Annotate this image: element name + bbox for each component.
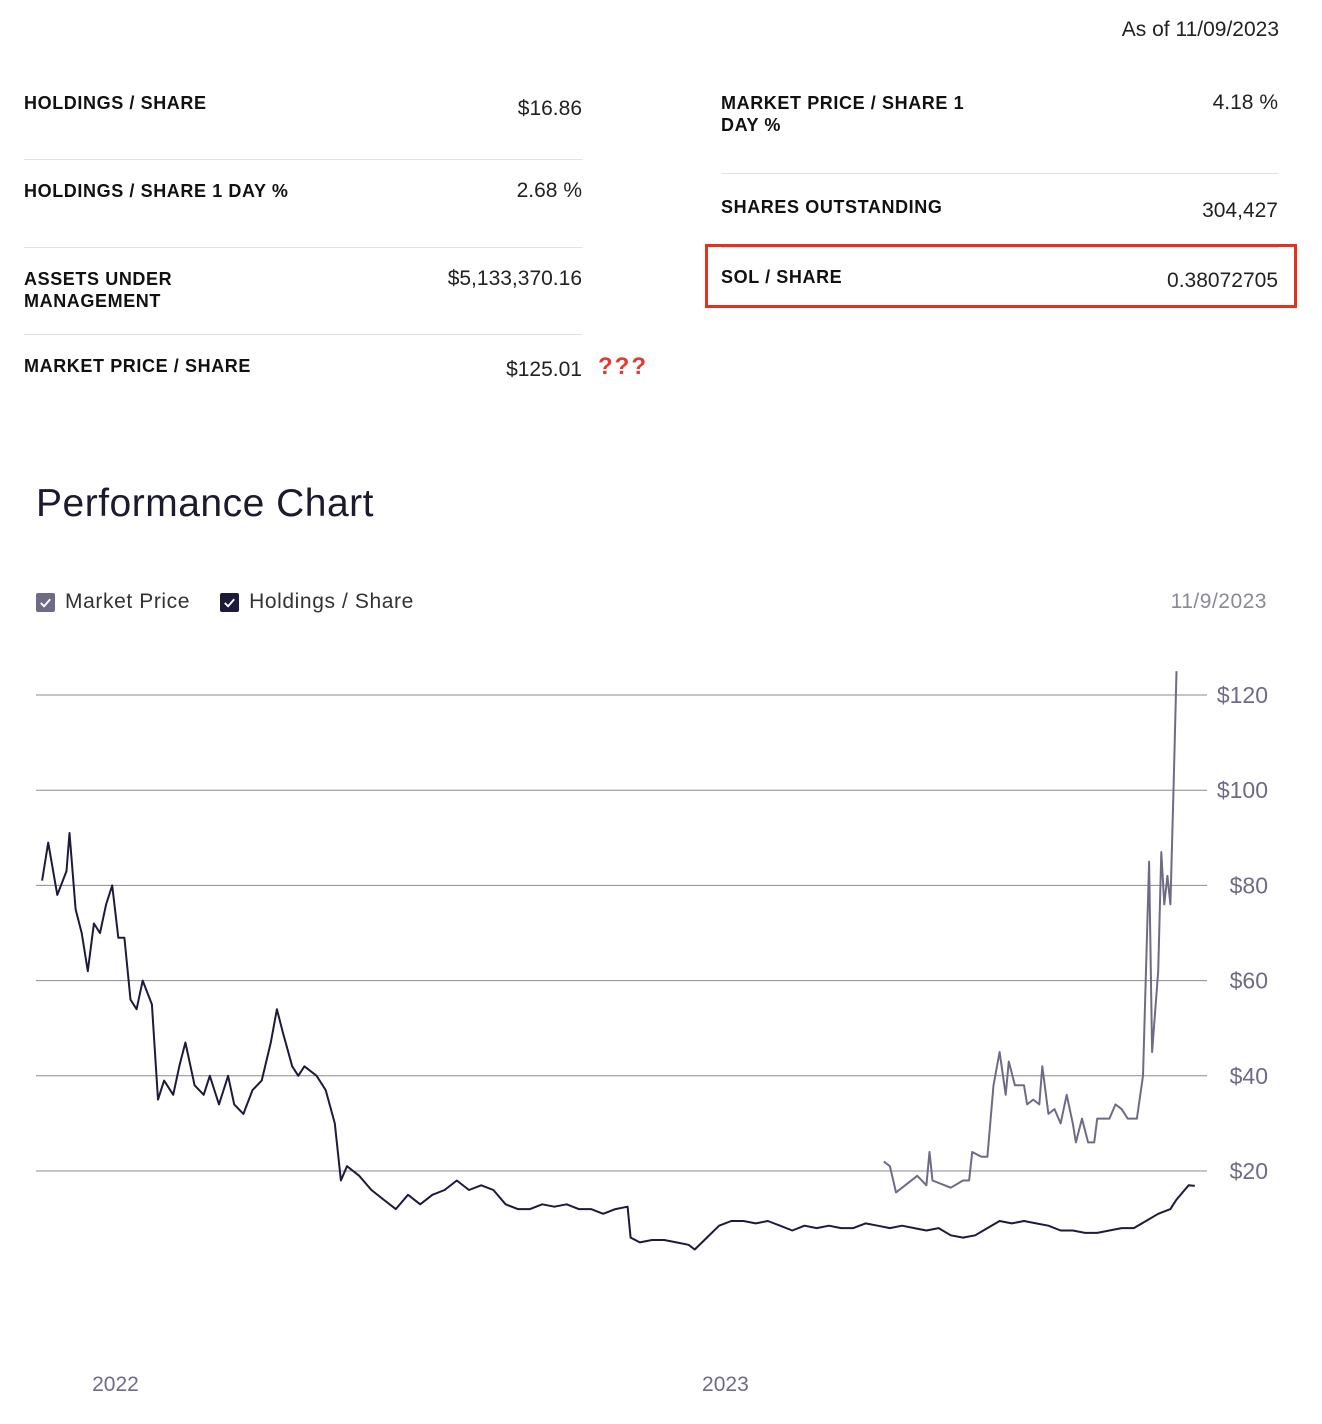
stat-label: HOLDINGS / SHARE <box>24 93 207 113</box>
stat-value: $16.86 <box>517 97 582 120</box>
stat-label: HOLDINGS / SHARE 1 DAY % <box>24 181 289 201</box>
series-line-market-price <box>883 671 1178 1194</box>
chart-date: 11/9/2023 <box>1170 590 1267 613</box>
stats-left-column: HOLDINGS / SHARE $16.86 HOLDINGS / SHARE… <box>24 92 582 405</box>
stat-value: $5,133,370.16 <box>447 267 582 290</box>
stat-value: 0.38072705 <box>1167 269 1278 292</box>
y-tick-label: $120 <box>1217 682 1268 708</box>
stat-row-market-1day: MARKET PRICE / SHARE 1 DAY % 4.18 % <box>721 92 1278 174</box>
as-of-date: As of 11/09/2023 <box>1121 18 1279 41</box>
y-tick-label: $20 <box>1230 1158 1268 1184</box>
y-tick-label: $100 <box>1217 777 1268 803</box>
x-tick-label: 2023 <box>702 1373 749 1396</box>
stat-row-sol-per-share: SOL / SHARE 0.38072705 <box>721 248 1278 308</box>
checkbox-icon[interactable] <box>220 592 240 612</box>
stats-right-column: MARKET PRICE / SHARE 1 DAY % 4.18 % SHAR… <box>721 92 1278 308</box>
x-tick-label: 2022 <box>92 1373 139 1396</box>
legend-label: Market Price <box>65 590 191 613</box>
legend-item-holdings-per-share[interactable]: Holdings / Share <box>220 590 414 614</box>
stat-label: SHARES OUTSTANDING <box>721 197 943 217</box>
stat-row-shares-outstanding: SHARES OUTSTANDING 304,427 <box>721 174 1278 248</box>
y-tick-label: $40 <box>1230 1063 1268 1089</box>
question-marks-annotation: ??? <box>598 353 648 380</box>
stat-value: 4.18 % <box>1212 91 1278 114</box>
chart-legend: Market Price Holdings / Share <box>36 590 414 614</box>
chart-title: Performance Chart <box>36 482 374 525</box>
y-tick-label: $60 <box>1230 968 1268 994</box>
checkbox-icon[interactable] <box>36 592 55 612</box>
legend-label: Holdings / Share <box>249 590 414 613</box>
sol-share-highlight-box <box>705 244 1297 308</box>
stat-row-holdings-1day: HOLDINGS / SHARE 1 DAY % 2.68 % <box>24 160 582 248</box>
stat-value: 2.68 % <box>516 179 582 202</box>
stat-value: $125.01 <box>506 358 582 381</box>
stat-value: 304,427 <box>1202 199 1278 222</box>
series-line-holdings-share <box>41 832 1195 1251</box>
legend-item-market-price[interactable]: Market Price <box>36 590 190 614</box>
stat-row-market-price: MARKET PRICE / SHARE $125.01 <box>24 335 582 405</box>
y-tick-label: $80 <box>1230 872 1268 898</box>
stat-label: MARKET PRICE / SHARE <box>24 356 252 376</box>
stat-row-holdings-per-share: HOLDINGS / SHARE $16.86 <box>24 92 582 160</box>
stat-row-aum: ASSETS UNDER MANAGEMENT $5,133,370.16 <box>24 248 582 335</box>
stat-label: SOL / SHARE <box>721 267 843 287</box>
stat-label: MARKET PRICE / SHARE 1 DAY % <box>721 93 965 135</box>
stat-label: ASSETS UNDER MANAGEMENT <box>24 269 173 311</box>
